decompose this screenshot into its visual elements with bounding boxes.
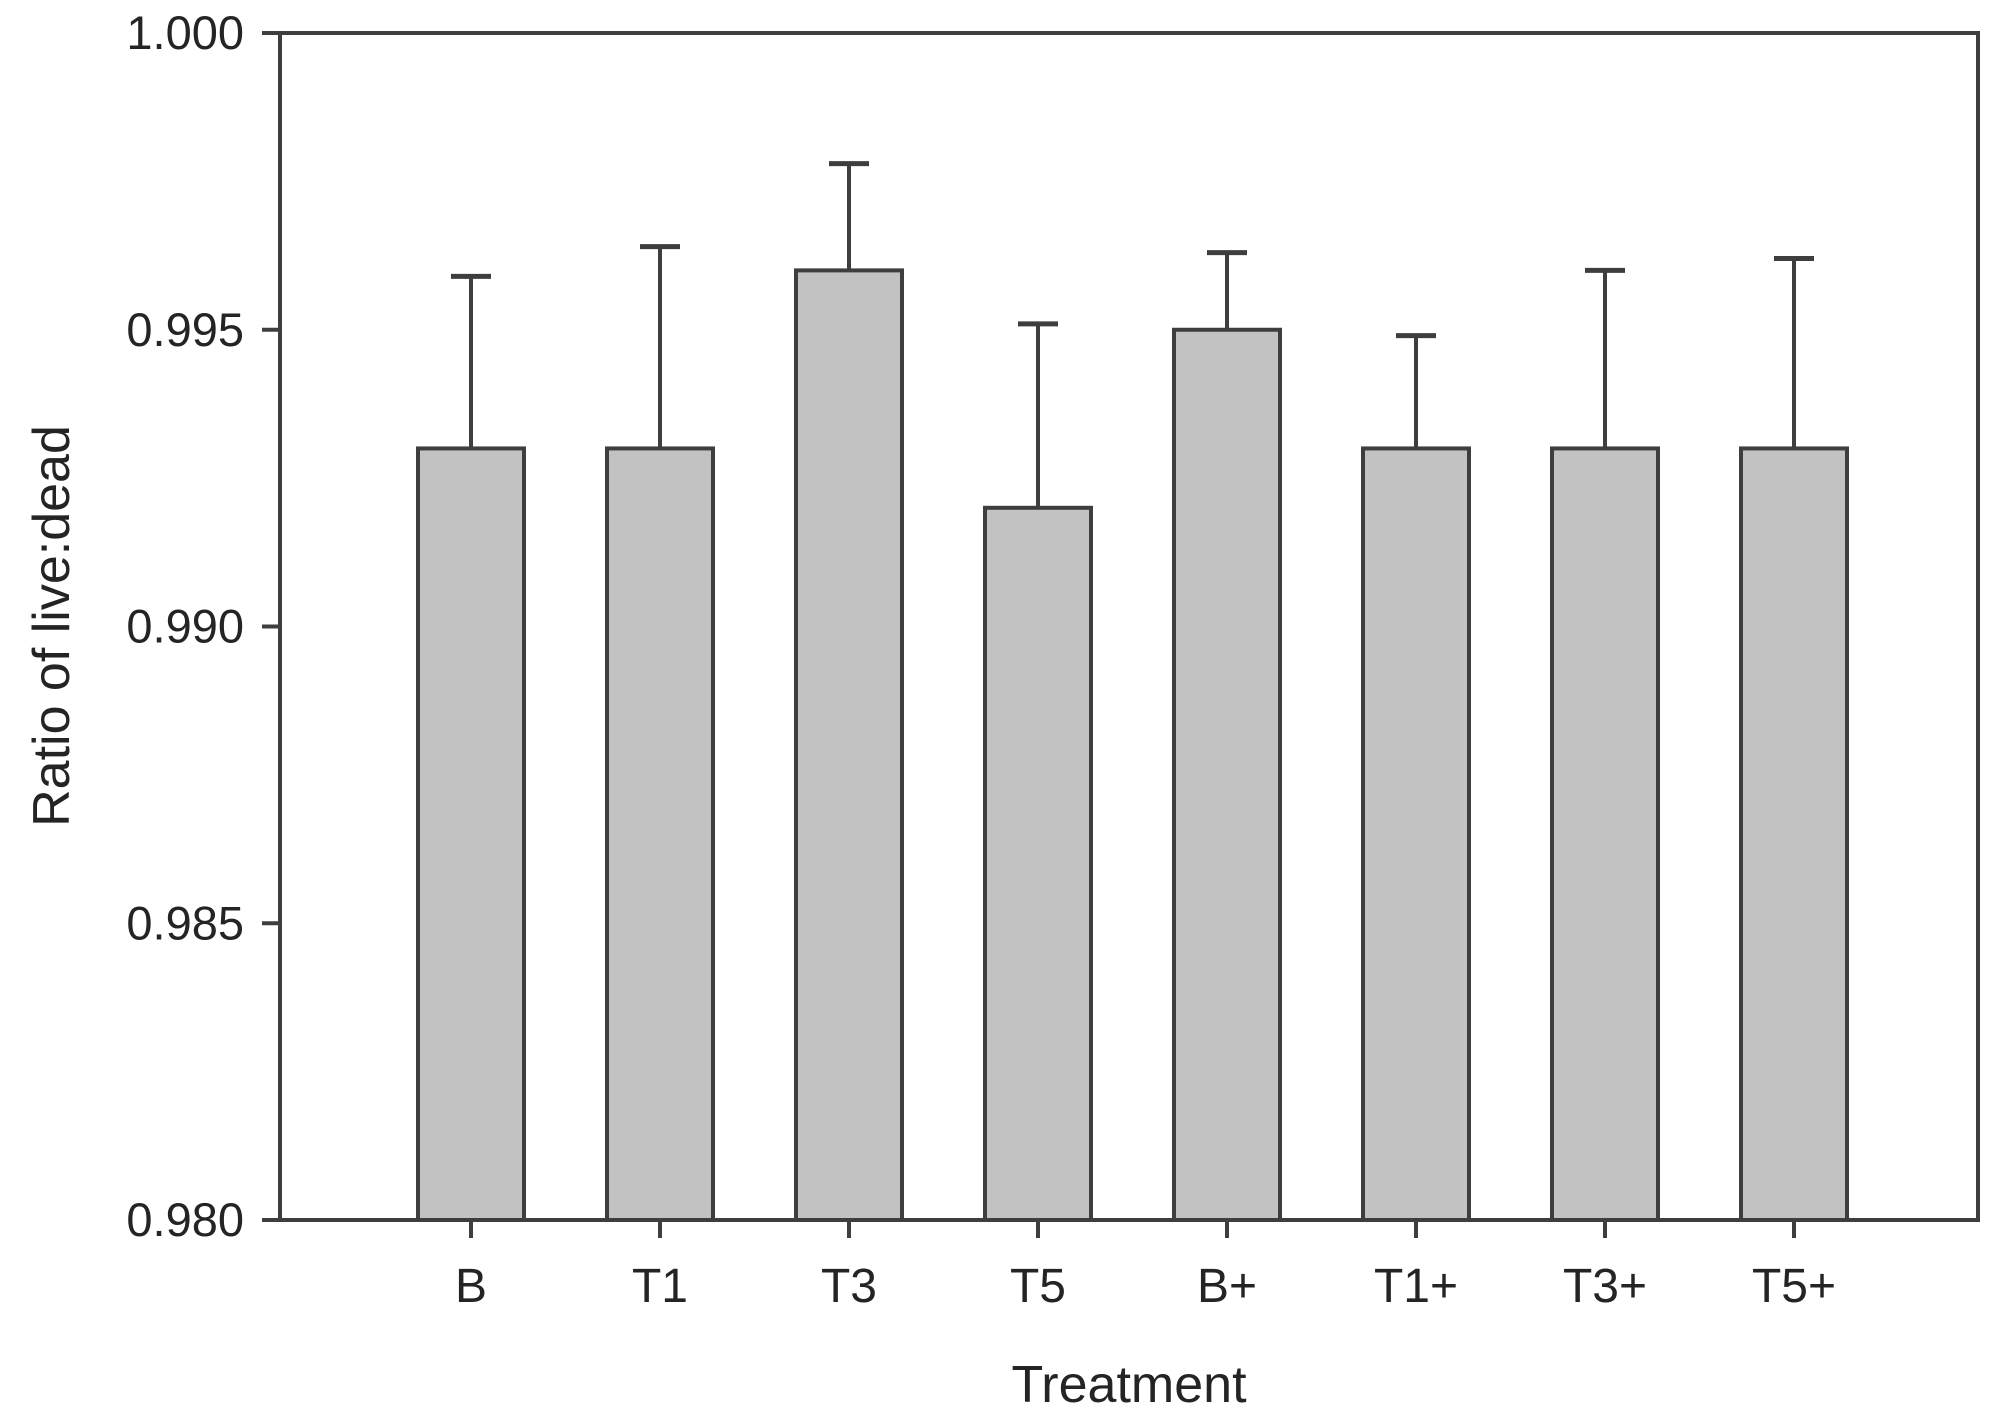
y-tick-label-0-985: 0.985 (126, 896, 244, 949)
bar-T1 (605, 446, 715, 1222)
x-tick-label-B-plus: B+ (1197, 1260, 1257, 1313)
bar-B (416, 446, 526, 1222)
x-tick-label-T1-plus: T1+ (1374, 1260, 1458, 1313)
bar-T1-plus (1361, 446, 1471, 1222)
y-tick-label-1-000: 1.000 (126, 6, 244, 59)
bar-T3-plus (1550, 446, 1660, 1222)
x-tick-label-B: B (455, 1260, 487, 1313)
bar-T5 (983, 505, 1093, 1222)
x-tick-label-T1: T1 (632, 1260, 688, 1313)
x-tick-label-T5-plus: T5+ (1752, 1260, 1836, 1313)
bar-B-plus (1172, 327, 1282, 1222)
y-tick-label-0-980: 0.980 (126, 1193, 244, 1246)
x-tick-label-T3: T3 (821, 1260, 877, 1313)
y-axis-title: Ratio of live:dead (23, 425, 81, 827)
x-axis-title: Treatment (1011, 1356, 1247, 1414)
plot-box (278, 31, 1980, 1222)
y-tick-label-0-990: 0.990 (126, 600, 244, 653)
x-tick-label-T5: T5 (1010, 1260, 1066, 1313)
x-tick-label-T3-plus: T3+ (1563, 1260, 1647, 1313)
bar-T5-plus (1739, 446, 1849, 1222)
bar-T3 (794, 268, 904, 1222)
y-tick-label-0-995: 0.995 (126, 303, 244, 356)
